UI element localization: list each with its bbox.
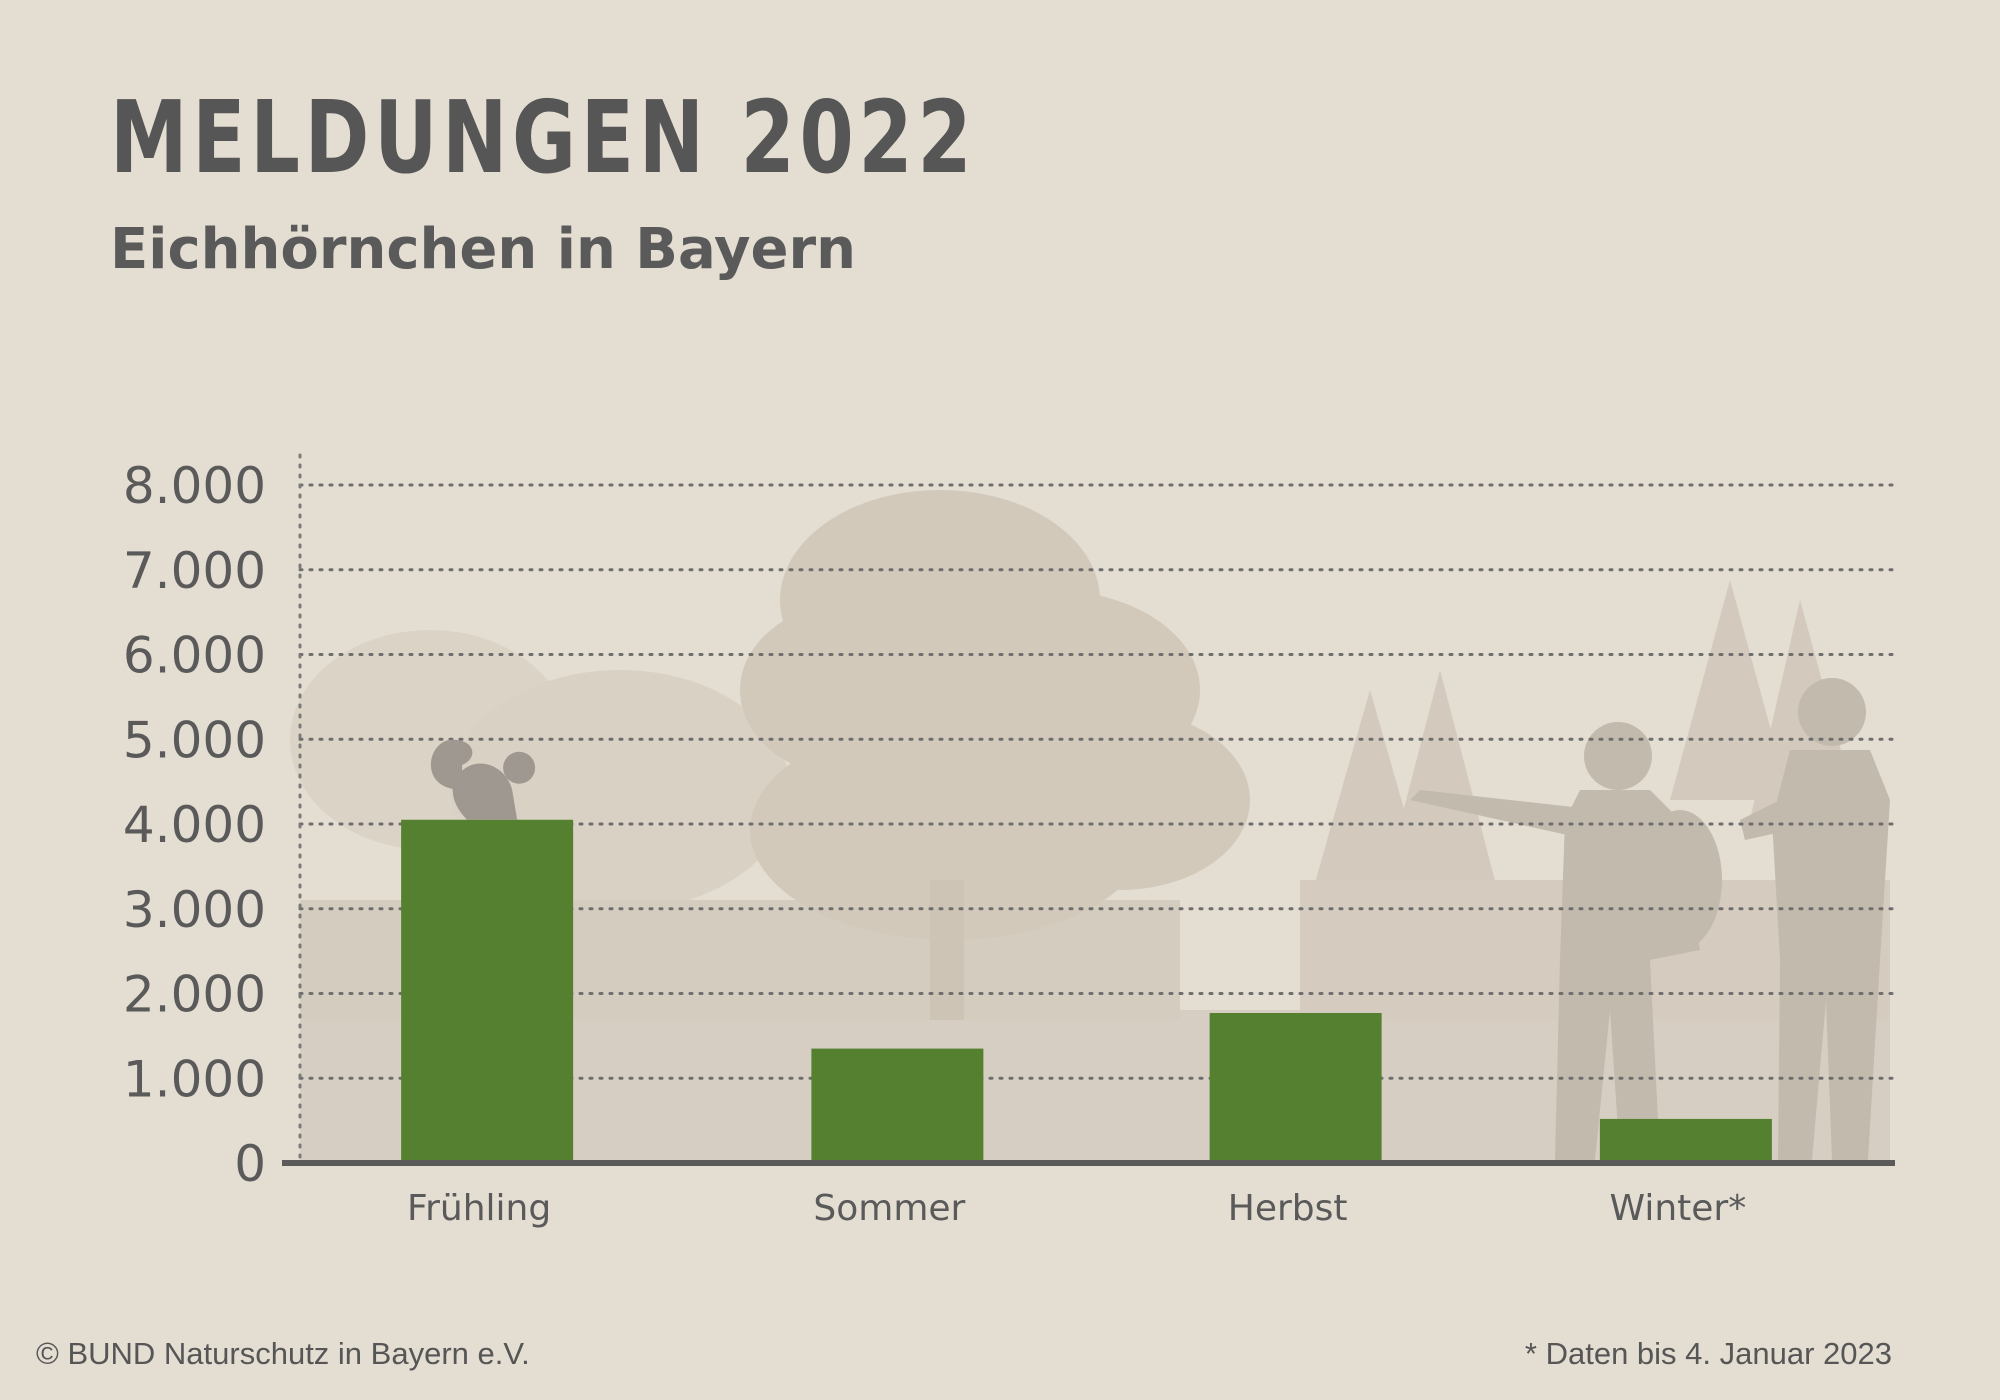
y-tick-label: 4.000 xyxy=(123,796,266,854)
y-tick-label: 2.000 xyxy=(123,966,266,1024)
x-category-label: Sommer xyxy=(813,1188,965,1229)
x-category-label: Winter* xyxy=(1610,1188,1747,1229)
tree-trunk xyxy=(930,880,964,1020)
person-silhouette-standing xyxy=(1740,678,1890,1160)
conifer-silhouette xyxy=(1670,580,1790,800)
bars xyxy=(401,819,1772,1163)
bar-1 xyxy=(401,819,574,1163)
x-category-labels: Frühling Sommer Herbst Winter* xyxy=(407,1188,1746,1229)
y-tick-label: 5.000 xyxy=(123,711,266,769)
chart-title: MELDUNGEN 2022 xyxy=(110,79,977,196)
x-category-label: Frühling xyxy=(407,1188,551,1229)
chart-subtitle: Eichhörnchen in Bayern xyxy=(110,217,857,282)
conifer-silhouette xyxy=(1380,670,1500,900)
person-silhouette-pointing xyxy=(1410,722,1722,1160)
squirrel-tail xyxy=(430,739,473,790)
y-tick-label: 0 xyxy=(234,1135,266,1193)
y-tick-label: 6.000 xyxy=(123,627,266,685)
squirrel-head xyxy=(503,751,536,784)
bar-2 xyxy=(811,1048,984,1163)
y-tick-label: 3.000 xyxy=(123,881,266,939)
bar-3 xyxy=(1209,1012,1382,1163)
y-tick-label: 8.000 xyxy=(123,457,266,515)
y-tick-labels: 0 1.000 2.000 3.000 4.000 5.000 6.000 7.000 8.00… xyxy=(123,457,266,1193)
y-tick-label: 1.000 xyxy=(123,1050,266,1108)
squirrel-body xyxy=(452,763,518,820)
copyright-text: © BUND Naturschutz in Bayern e.V. xyxy=(36,1336,530,1371)
squirrel-icon xyxy=(430,739,536,820)
y-tick-label: 7.000 xyxy=(123,542,266,600)
bar-4 xyxy=(1599,1118,1772,1163)
x-category-label: Herbst xyxy=(1228,1188,1348,1229)
footnote-text: * Daten bis 4. Januar 2023 xyxy=(1524,1336,1892,1371)
tree-crown xyxy=(750,720,1150,940)
